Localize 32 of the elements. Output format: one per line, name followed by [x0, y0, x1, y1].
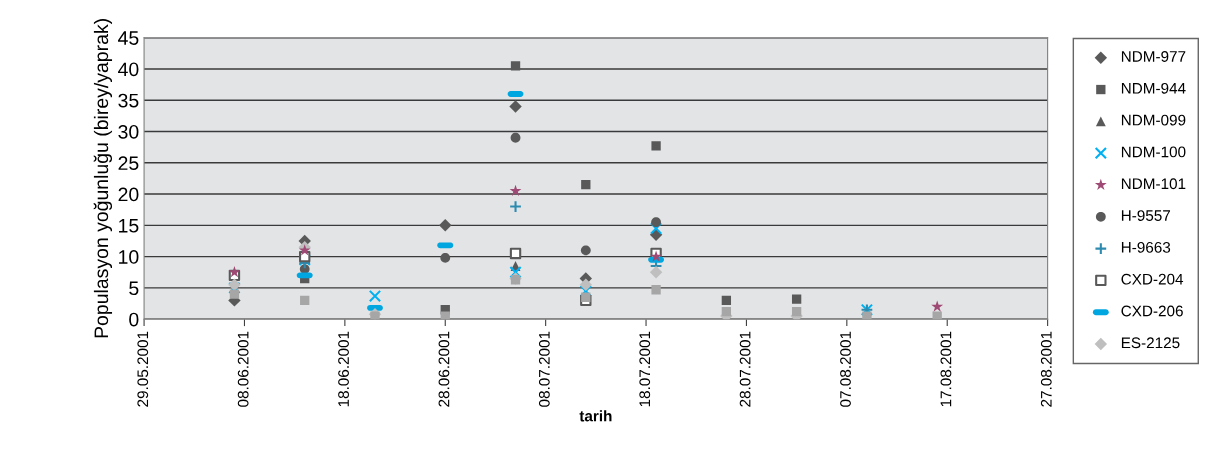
- legend-label: NDM-101: [1121, 178, 1186, 190]
- y-tick-label: 45: [118, 31, 139, 45]
- x-tick-label: 27.08.2001: [1040, 331, 1052, 407]
- legend-label: ES-2125: [1121, 337, 1180, 349]
- y-tick-label: 0: [129, 312, 139, 327]
- legend-label: CXD-204: [1121, 273, 1184, 285]
- legend-label: H-9557: [1121, 210, 1171, 221]
- y-tick-label: 35: [118, 93, 139, 108]
- x-axis-title: tarih: [579, 410, 612, 422]
- y-tick-label: 25: [118, 156, 139, 171]
- y-tick-label: 10: [119, 250, 139, 264]
- y-tick-label: 40: [118, 62, 139, 77]
- x-tick-label: 28.07.2001: [739, 331, 751, 407]
- y-tick-label: 30: [118, 124, 139, 139]
- x-tick-label: 18.06.2001: [338, 331, 349, 407]
- x-tick-label: 07.08.2001: [840, 331, 851, 407]
- y-tick-label: 20: [118, 187, 139, 202]
- legend-label: NDM-100: [1121, 146, 1186, 158]
- y-tick-label: 5: [129, 281, 139, 296]
- x-tick-label: 29.05.2001: [137, 331, 149, 407]
- x-tick-label: 08.07.2001: [538, 331, 550, 407]
- y-axis-title: Populasyon yoğunluğu (birey/yaprak): [93, 19, 113, 338]
- x-tick-label: 18.07.2001: [639, 331, 651, 407]
- y-tick-label: 15: [119, 219, 139, 233]
- legend-label: NDM-944: [1121, 82, 1186, 94]
- x-tick-label: 08.06.2001: [237, 331, 249, 407]
- x-tick-label: 28.06.2001: [438, 331, 450, 407]
- x-tick-label: 17.08.2001: [940, 331, 952, 407]
- legend-label: NDM-977: [1121, 51, 1186, 62]
- legend-label: NDM-099: [1121, 114, 1186, 126]
- legend-label: H-9663: [1121, 241, 1171, 253]
- legend-label: CXD-206: [1121, 305, 1183, 317]
